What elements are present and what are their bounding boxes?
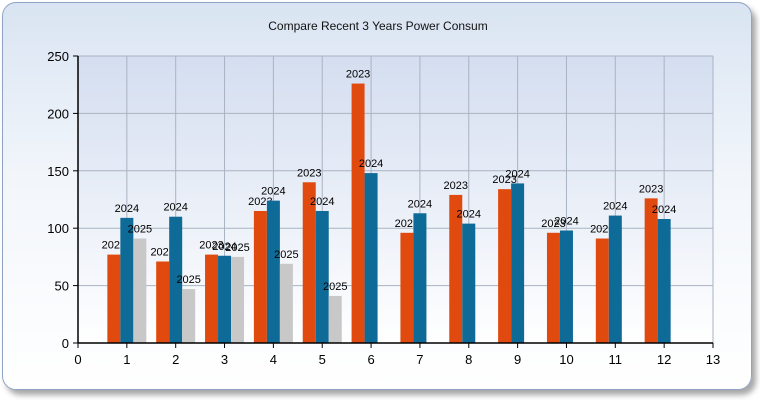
data-label: 2024 (163, 202, 187, 214)
data-label: 2024 (359, 158, 383, 170)
data-label: 2024 (457, 209, 481, 221)
bar[interactable] (328, 295, 342, 343)
bar[interactable] (182, 289, 196, 343)
y-tick-label: 250 (47, 49, 69, 64)
bar[interactable] (302, 182, 316, 343)
data-label: 2023 (150, 246, 174, 258)
bar[interactable] (608, 215, 622, 343)
bar[interactable] (279, 263, 293, 343)
x-tick-label: 7 (416, 352, 423, 367)
data-label: 2024 (310, 196, 334, 208)
x-tick-label: 6 (367, 352, 374, 367)
bar[interactable] (156, 261, 170, 343)
bar[interactable] (107, 254, 121, 343)
data-label: 2024 (505, 168, 529, 180)
bar[interactable] (169, 216, 183, 343)
x-tick-label: 12 (657, 352, 671, 367)
chart-title: Compare Recent 3 Years Power Consum (268, 19, 487, 33)
data-label: 2023 (590, 224, 614, 236)
data-label: 2024 (261, 186, 285, 198)
bar[interactable] (413, 213, 427, 343)
bar[interactable] (315, 210, 329, 343)
bar[interactable] (449, 194, 463, 343)
y-tick-label: 150 (47, 164, 69, 179)
data-label: 2024 (408, 198, 432, 210)
data-label: 2024 (212, 241, 236, 253)
data-label: 2024 (115, 203, 139, 215)
data-label: 2024 (652, 204, 676, 216)
x-tick-label: 10 (559, 352, 573, 367)
bar[interactable] (644, 198, 658, 343)
bar[interactable] (253, 210, 267, 343)
data-label: 2023 (639, 183, 663, 195)
data-label: 2024 (554, 215, 578, 227)
bar[interactable] (351, 83, 365, 343)
bar[interactable] (657, 219, 671, 343)
data-label: 2025 (323, 281, 347, 293)
bar[interactable] (231, 256, 245, 343)
bar[interactable] (266, 200, 280, 343)
x-tick-label: 1 (123, 352, 130, 367)
data-label: 2023 (199, 240, 223, 252)
bar[interactable] (498, 189, 512, 343)
data-label: 2023 (346, 69, 370, 81)
data-label: 2023 (541, 218, 565, 230)
bar[interactable] (595, 238, 609, 343)
data-label: 2023 (297, 167, 321, 179)
y-tick-label: 0 (62, 336, 69, 351)
bar[interactable] (511, 183, 525, 343)
x-tick-label: 4 (270, 352, 277, 367)
bar[interactable] (364, 173, 378, 343)
x-tick-label: 9 (514, 352, 521, 367)
data-label: 2023 (102, 240, 126, 252)
data-label: 2025 (176, 274, 200, 286)
bar[interactable] (400, 232, 414, 343)
x-tick-label: 2 (172, 352, 179, 367)
x-tick-label: 0 (74, 352, 81, 367)
bar[interactable] (133, 238, 147, 343)
data-label: 2025 (225, 242, 249, 254)
x-tick-label: 8 (465, 352, 472, 367)
data-label: 2023 (492, 174, 516, 186)
bar[interactable] (205, 254, 219, 343)
data-label: 2023 (444, 180, 468, 192)
data-label: 2025 (128, 224, 152, 236)
bar[interactable] (559, 230, 573, 343)
x-tick-label: 3 (221, 352, 228, 367)
bar[interactable] (120, 217, 134, 343)
data-label: 2023 (395, 218, 419, 230)
bar[interactable] (462, 223, 476, 343)
bar[interactable] (546, 232, 560, 343)
data-label: 2024 (603, 201, 627, 213)
y-tick-label: 50 (55, 279, 69, 294)
bar[interactable] (218, 255, 232, 343)
x-tick-label: 5 (319, 352, 326, 367)
data-label: 2025 (274, 249, 298, 261)
y-tick-label: 200 (47, 106, 69, 121)
x-tick-label: 11 (609, 352, 623, 367)
data-label: 2023 (248, 196, 272, 208)
x-tick-label: 13 (706, 352, 720, 367)
y-tick-label: 100 (47, 221, 69, 236)
